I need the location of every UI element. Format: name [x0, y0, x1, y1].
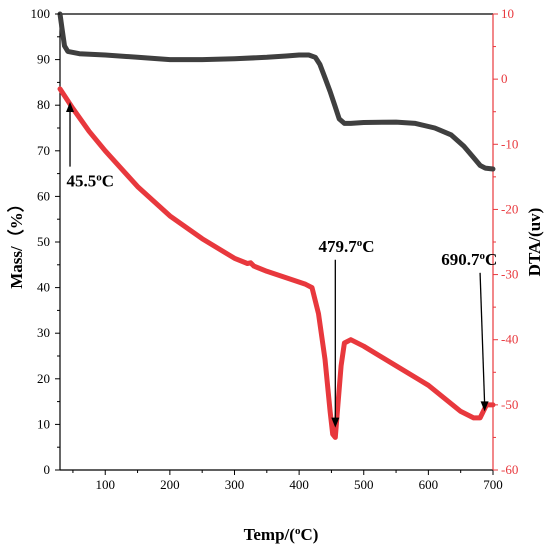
left-tick-label: 0	[44, 462, 51, 477]
left-tick-label: 40	[37, 280, 50, 295]
left-tick-label: 60	[37, 188, 50, 203]
annotation-label: 690.7oC	[441, 250, 497, 269]
left-tick-label: 90	[37, 52, 50, 67]
annotation-arrow-head	[480, 401, 489, 412]
annotation-label: 479.7oC	[319, 237, 375, 256]
right-tick-label: 10	[501, 6, 514, 21]
left-tick-label: 100	[31, 6, 51, 21]
right-tick-label: 0	[501, 71, 508, 86]
x-axis-title: Temp/(oC)	[244, 525, 319, 544]
x-tick-label: 300	[225, 477, 245, 492]
x-tick-label: 600	[419, 477, 439, 492]
right-tick-label: -30	[501, 267, 518, 282]
right-tick-label: -60	[501, 462, 518, 477]
left-tick-label: 80	[37, 97, 50, 112]
right-axis-ticks: -60 -50 -40 -30 -20 -10 0 10	[493, 6, 518, 477]
left-axis-title: Mass/（%）	[6, 195, 26, 289]
dta-line	[57, 86, 496, 440]
right-tick-label: -40	[501, 332, 518, 347]
mass-line	[57, 11, 496, 172]
right-tick-label: -50	[501, 397, 518, 412]
right-tick-label: -10	[501, 136, 518, 151]
left-axis-ticks: 0 10 20 30 40 50 60 70 80 90 100	[31, 6, 60, 477]
plot-frame	[59, 13, 494, 471]
x-axis-ticks: 100 200 300 400 500 600 700	[72, 470, 503, 492]
x-tick-label: 100	[95, 477, 115, 492]
annotation-arrow-head	[331, 417, 340, 428]
left-tick-label: 20	[37, 371, 50, 386]
x-tick-label: 500	[354, 477, 374, 492]
right-axis-title: DTA/(uv)	[525, 208, 544, 277]
x-tick-label: 200	[160, 477, 180, 492]
annotation-arrow-head	[66, 101, 75, 112]
right-tick-label: -20	[501, 201, 518, 216]
x-tick-label: 400	[289, 477, 309, 492]
left-tick-label: 50	[37, 234, 50, 249]
annotation-label: 45.5oC	[66, 172, 114, 191]
left-tick-label: 70	[37, 143, 50, 158]
annotations: 45.5oC 479.7oC 690.7oC	[66, 101, 497, 428]
left-tick-label: 10	[37, 416, 50, 431]
annotation-arrow-shaft	[479, 272, 486, 404]
left-tick-label: 30	[37, 325, 50, 340]
x-tick-label: 700	[483, 477, 503, 492]
series-layer	[57, 11, 496, 440]
